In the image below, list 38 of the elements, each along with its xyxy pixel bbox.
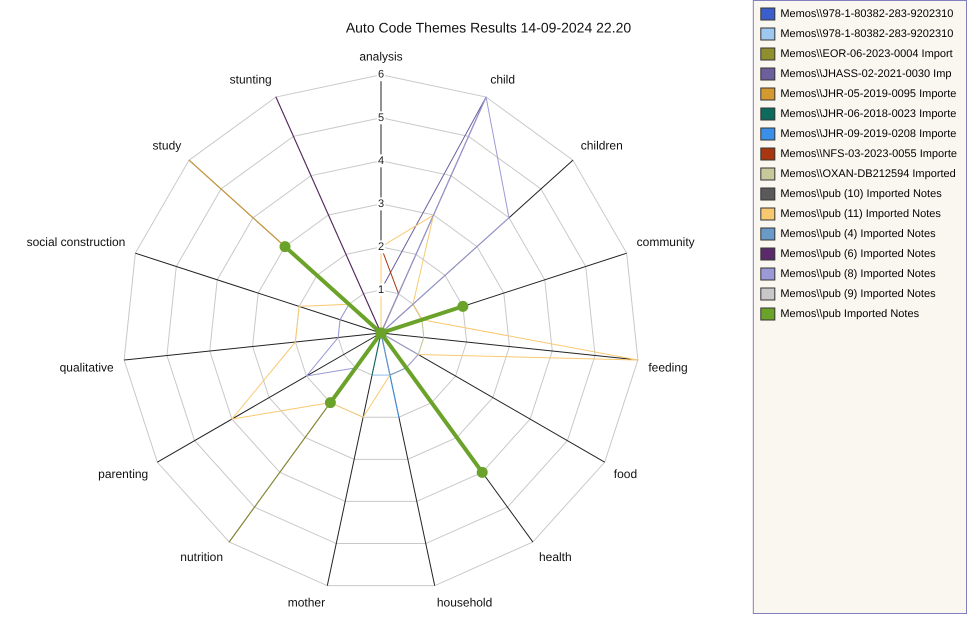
spoke-label: feeding xyxy=(648,360,688,375)
y-tick-label: 5 xyxy=(378,112,384,124)
legend-label: Memos\\NFS-03-2023-0055 Importe xyxy=(780,148,957,160)
spoke-label: social construction xyxy=(26,235,126,250)
legend-label: Memos\\pub (8) Imported Notes xyxy=(780,268,936,280)
spoke-label: child xyxy=(490,72,516,87)
legend-label: Memos\\pub (11) Imported Notes xyxy=(780,208,942,220)
legend-label: Memos\\EOR-06-2023-0004 Import xyxy=(780,48,953,60)
spoke-label: nutrition xyxy=(180,550,224,564)
y-tick-label: 6 xyxy=(378,68,384,81)
legend-label: Memos\\OXAN-DB212594 Imported xyxy=(780,168,956,180)
y-tick-label: 1 xyxy=(378,284,384,296)
legend-label: Memos\\pub (10) Imported Notes xyxy=(780,188,942,200)
spoke-label: health xyxy=(538,550,572,564)
y-tick-label: 4 xyxy=(378,154,384,167)
legend-label: Memos\\JHR-06-2018-0023 Importe xyxy=(780,108,956,120)
legend-label: Memos\\pub (9) Imported Notes xyxy=(780,288,936,300)
spoke-label: household xyxy=(436,595,492,610)
y-tick-label: 2 xyxy=(378,240,384,253)
spoke-label: community xyxy=(636,235,695,250)
legend-label: Memos\\978-1-80382-283-9202310 xyxy=(780,8,954,20)
text: Auto Code Themes Results 14-09-2024 22.20 xyxy=(346,19,632,36)
spoke-label: qualitative xyxy=(60,360,114,375)
y-tick-label: 3 xyxy=(378,198,384,210)
spoke-label: parenting xyxy=(98,466,148,481)
spoke-label: analysis xyxy=(359,49,403,64)
spoke-label: food xyxy=(614,466,638,481)
spoke-label: study xyxy=(152,138,182,152)
legend-label: Memos\\JHASS-02-2021-0030 Imp xyxy=(780,68,952,80)
spoke-label: children xyxy=(580,138,623,152)
legend-label: Memos\\pub Imported Notes xyxy=(780,308,920,320)
legend-label: Memos\\978-1-80382-283-9202310 xyxy=(780,28,954,40)
spoke-label: stunting xyxy=(230,72,272,87)
legend-label: Memos\\JHR-05-2019-0095 Importe xyxy=(780,88,956,100)
legend-label: Memos\\pub (4) Imported Notes xyxy=(780,228,936,240)
spoke-label: mother xyxy=(288,595,326,610)
legend-label: Memos\\JHR-09-2019-0208 Importe xyxy=(780,128,956,140)
legend-label: Memos\\pub (6) Imported Notes xyxy=(780,248,936,260)
